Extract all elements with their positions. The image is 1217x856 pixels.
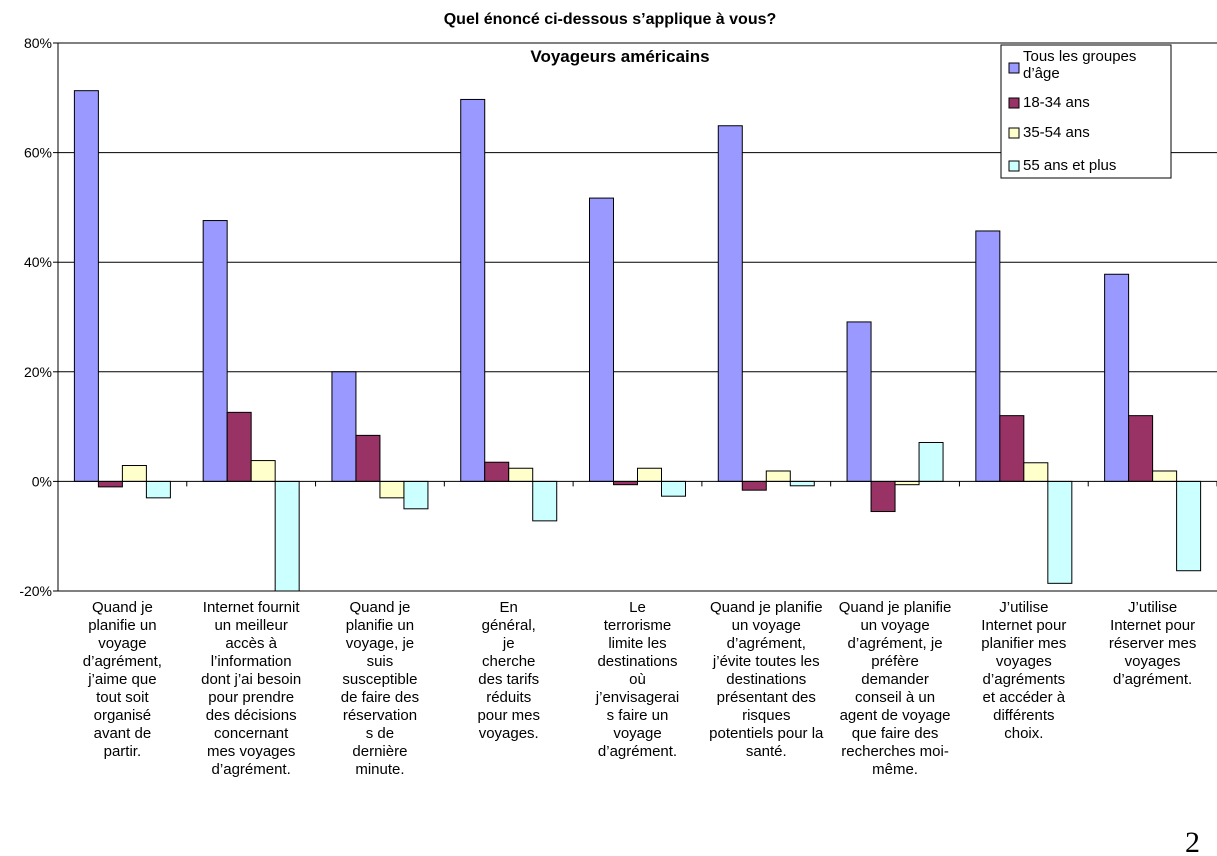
bar: [1176, 480, 1202, 572]
y-tick-labels: -20% 0% 20% 40% 60% 80%: [19, 35, 52, 599]
bar: [918, 441, 944, 482]
legend-label: 18-34 ans: [1023, 94, 1090, 111]
category-label: Internet fournit un meilleur accès à l’info…: [201, 599, 301, 778]
legend-swatch: [1008, 160, 1020, 172]
bar: [508, 467, 534, 482]
legend-label: 35-54 ans: [1023, 124, 1090, 141]
bar: [460, 98, 486, 482]
bar: [355, 434, 381, 482]
bar: [741, 480, 767, 491]
y-tick-label: -20%: [19, 583, 52, 599]
category-label: En général, je cherche des tarifs réduits pour…: [477, 599, 540, 742]
bar: [274, 480, 300, 592]
bar: [121, 465, 147, 482]
bar: [1128, 415, 1154, 482]
bar: [870, 480, 896, 513]
page-number: 2: [1185, 826, 1200, 856]
bar: [789, 480, 815, 487]
bar: [975, 230, 1001, 482]
category-label: Le terrorisme limite les destinations où j’en…: [595, 599, 679, 760]
bar: [331, 371, 357, 482]
bar: [1023, 462, 1049, 482]
axes: [53, 42, 1217, 592]
bar: [999, 415, 1025, 482]
bar: [202, 220, 228, 482]
bar: [717, 125, 743, 482]
category-label: Quand je planifie un voyage, je suis suscept…: [341, 599, 419, 778]
legend-label: 55 ans et plus: [1023, 157, 1116, 174]
bar: [1104, 273, 1130, 482]
category-labels: Quand je planifie un voyage d’agrément, j’ai…: [83, 599, 1197, 778]
bar: [379, 480, 405, 499]
legend-box: [1000, 44, 1172, 179]
category-label: J’utilise Internet pour réserver mes voyage…: [1109, 599, 1197, 688]
category-label: Quand je planifie un voyage d’agrément, j’ai…: [83, 599, 162, 760]
bar: [1047, 480, 1073, 584]
category-label: J’utilise Internet pour planifier mes voyag…: [981, 599, 1066, 742]
bar: [145, 480, 171, 499]
bar: [403, 480, 429, 510]
bar: [846, 321, 872, 482]
category-label: Quand je planifie un voyage d’agrément, je…: [839, 599, 952, 778]
bar: [589, 197, 614, 482]
bar: [765, 470, 791, 482]
bar: [1152, 470, 1178, 482]
y-tick-label: 80%: [24, 35, 52, 51]
chart-subtitle: Voyageurs américains: [530, 47, 709, 66]
legend-swatch: [1008, 127, 1020, 139]
bar: [484, 461, 510, 482]
legend-swatch: [1008, 62, 1020, 74]
bar: [226, 411, 252, 482]
bar: [250, 460, 276, 482]
bar: [97, 480, 123, 488]
bar: [532, 480, 558, 522]
bar: [73, 90, 99, 482]
category-label: Quand je planifie un voyage d’agrément, j’é…: [709, 599, 824, 760]
y-tick-label: 0%: [32, 473, 52, 489]
y-tick-label: 40%: [24, 254, 52, 270]
bar: [637, 467, 662, 482]
bars: [73, 90, 1202, 592]
y-tick-label: 20%: [24, 364, 52, 380]
bar: [661, 480, 686, 497]
legend: Tous les groupes d’âge 18-34 ans 35-54 ans 5…: [1000, 44, 1172, 179]
y-tick-label: 60%: [24, 145, 52, 161]
chart-title: Quel énoncé ci-dessous s’applique à vous…: [444, 11, 777, 28]
legend-label: Tous les groupes d’âge: [1023, 48, 1136, 82]
legend-swatch: [1008, 97, 1020, 109]
